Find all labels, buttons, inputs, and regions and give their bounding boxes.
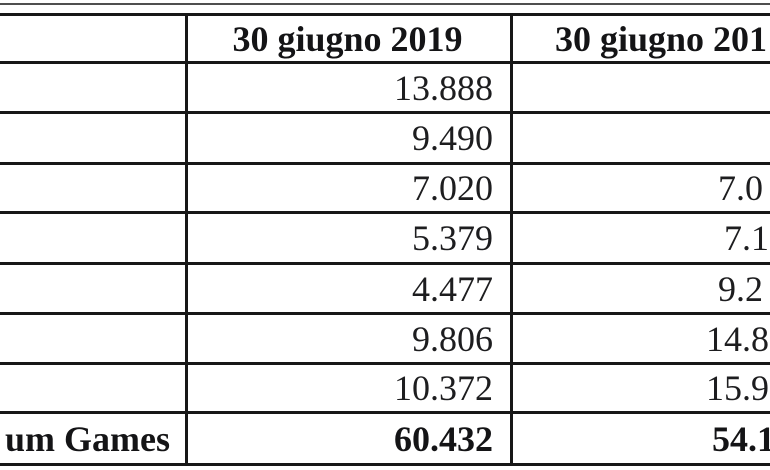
value-2018-row-5: 9.2 [718,268,763,309]
value-2019-row-6: 9.806 [412,318,493,359]
value-2019-row-1: 13.888 [394,67,493,108]
value-2018-row-6: 14.8 [706,318,769,359]
value-2018-row-4: 7.1 [724,218,769,258]
table-border-horizontal [0,111,770,114]
total-value-2018: 54.1 [712,418,770,459]
table-border-horizontal [0,262,770,265]
table-border-horizontal [0,362,770,365]
value-2019-row-4: 5.379 [412,218,493,258]
table-border-horizontal [0,162,770,165]
value-2019-row-7: 10.372 [394,368,493,408]
value-2018-row-3: 7.0 [718,168,763,208]
table-border-horizontal [0,211,770,214]
column-header-30-giugno-2019: 30 giugno 2019 [232,18,463,59]
table-border-horizontal [0,61,770,64]
value-2018-row-7: 15.9 [706,368,769,408]
value-2019-row-5: 4.477 [412,268,493,309]
column-header-30-giugno-2018: 30 giugno 201 [555,18,768,59]
table-border-vertical [510,13,513,466]
table-border-horizontal [0,463,770,466]
table-border-horizontal [0,312,770,315]
table-border-horizontal [0,411,770,414]
value-2019-row-2: 9.490 [412,118,493,158]
total-value-2019: 60.432 [394,418,493,459]
table-border-horizontal [0,13,770,16]
top-rule-line [0,3,770,5]
table-border-vertical [185,13,188,466]
total-row-label: um Games [5,418,170,459]
value-2019-row-3: 7.020 [412,168,493,208]
